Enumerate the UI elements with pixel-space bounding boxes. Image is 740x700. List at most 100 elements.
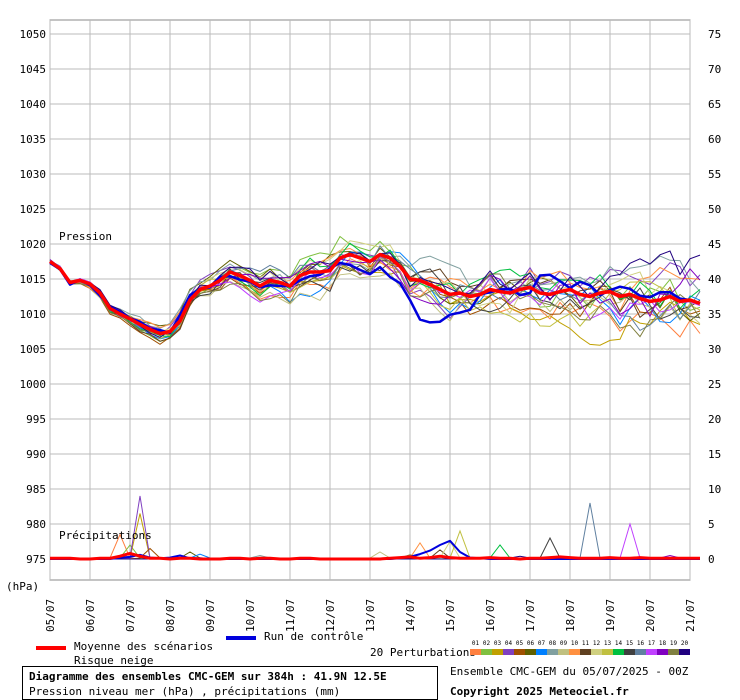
left-tick-label: 1000: [20, 378, 47, 391]
control-pressure-line: [49, 261, 701, 335]
perturbation-number: 08: [548, 640, 557, 647]
perturbation-4-precip: [50, 495, 700, 560]
right-tick-label: 50: [708, 203, 721, 216]
x-tick-label: 13/07: [364, 599, 377, 632]
x-tick-label: 14/07: [404, 599, 417, 632]
left-tick-label: 980: [26, 518, 46, 531]
left-tick-label: 995: [26, 413, 46, 426]
x-tick-label: 06/07: [84, 599, 97, 632]
perturbation-swatch: [492, 649, 503, 655]
right-tick-label: 10: [708, 483, 721, 496]
x-tick-label: 18/07: [564, 599, 577, 632]
left-tick-label: 1020: [20, 238, 47, 251]
x-tick-label: 17/07: [524, 599, 537, 632]
left-tick-label: 1005: [20, 343, 47, 356]
right-tick-label: 30: [708, 343, 721, 356]
right-tick-label: 0: [708, 553, 715, 566]
perturbation-number: 04: [504, 640, 513, 647]
perturbation-swatch: [668, 649, 679, 655]
perturbation-number: 05: [515, 640, 524, 647]
left-axis-unit-label: (hPa): [6, 580, 39, 593]
perturbation-swatch: [536, 649, 547, 655]
perturbation-swatch: [635, 649, 646, 655]
right-tick-label: 55: [708, 168, 721, 181]
perturbation-number: 18: [658, 640, 667, 647]
x-tick-label: 12/07: [324, 599, 337, 632]
right-tick-label: 65: [708, 98, 721, 111]
perturbation-swatch: [679, 649, 690, 655]
perturbation-swatch: [613, 649, 624, 655]
copyright: Copyright 2025 Meteociel.fr: [450, 685, 629, 698]
perturbation-number: 06: [526, 640, 535, 647]
legend-control: Run de contrôle: [226, 630, 363, 644]
footer-title: Diagramme des ensembles CMC-GEM sur 384h…: [29, 670, 387, 683]
x-tick-label: 10/07: [244, 599, 257, 632]
left-tick-label: 975: [26, 553, 46, 566]
run-info: Ensemble CMC-GEM du 05/07/2025 - 00Z: [450, 665, 689, 678]
perturbation-number: 14: [614, 640, 623, 647]
legend-mean: Moyenne des scénarios: [36, 640, 213, 654]
right-tick-label: 5: [708, 518, 715, 531]
right-tick-label: 20: [708, 413, 721, 426]
right-tick-label: 35: [708, 308, 721, 321]
ensemble-chart: 1050104510401035103010251020101510101005…: [6, 19, 721, 632]
perturbation-swatch: [646, 649, 657, 655]
perturbation-number: 01: [471, 640, 480, 647]
left-tick-label: 1045: [20, 63, 47, 76]
mean-swatch: [36, 646, 66, 650]
perturbation-number: 16: [636, 640, 645, 647]
perturbation-swatch: [514, 649, 525, 655]
legend-snow-label: Risque neige: [74, 654, 154, 667]
left-tick-label: 1025: [20, 203, 47, 216]
perturbation-swatch: [470, 649, 481, 655]
main-series-lines: [48, 252, 701, 561]
left-tick-label: 1015: [20, 273, 47, 286]
perturbation-19-pressure: [49, 255, 701, 338]
right-tick-label: 75: [708, 28, 721, 41]
control-swatch: [226, 636, 256, 640]
left-tick-label: 1010: [20, 308, 47, 321]
perturbation-number: 09: [559, 640, 568, 647]
legend-mean-label: Moyenne des scénarios: [74, 640, 214, 653]
right-tick-label: 45: [708, 238, 721, 251]
x-tick-label: 19/07: [604, 599, 617, 632]
left-tick-label: 1050: [20, 28, 47, 41]
perturbation-number: 20: [680, 640, 689, 647]
x-tick-label: 08/07: [164, 599, 177, 632]
perturbation-number: 12: [592, 640, 601, 647]
x-axis-ticks: 05/07 06/07 07/07 08/07 09/07 10/07 11/07 12/07…: [44, 599, 697, 632]
perturbation-swatch: [558, 649, 569, 655]
x-tick-label: 11/07: [284, 599, 297, 632]
perturbation-swatch: [580, 649, 591, 655]
left-tick-label: 985: [26, 483, 46, 496]
x-tick-label: 15/07: [444, 599, 457, 632]
mean-precip-line: [50, 551, 700, 561]
x-tick-label: 05/07: [44, 599, 57, 632]
perturbation-number: 10: [570, 640, 579, 647]
legend-perturbations-label: 20 Perturbations: [370, 646, 476, 659]
perturbation-swatch: [624, 649, 635, 655]
perturbation-swatch: [591, 649, 602, 655]
precip-annotation: Précipitations: [59, 529, 152, 542]
pressure-annotation: Pression: [59, 230, 112, 243]
perturbation-swatch: [525, 649, 536, 655]
x-tick-label: 16/07: [484, 599, 497, 632]
x-tick-label: 21/07: [684, 599, 697, 632]
perturbation-number: 02: [482, 640, 491, 647]
perturbation-number: 03: [493, 640, 502, 647]
right-tick-label: 60: [708, 133, 721, 146]
right-tick-label: 25: [708, 378, 721, 391]
left-axis-ticks: 1050 1045 1040 1035 1030 1025 1020 1015 1010 1005…: [20, 28, 47, 566]
x-tick-label: 20/07: [644, 599, 657, 632]
right-tick-label: 70: [708, 63, 721, 76]
perturbation-swatch: [503, 649, 514, 655]
perturbation-number: 11: [581, 640, 590, 647]
perturbation-lines: [49, 235, 701, 560]
perturbation-number: 17: [647, 640, 656, 647]
footer-subtitle: Pression niveau mer (hPa) , précipitatio…: [29, 685, 341, 698]
x-tick-label: 09/07: [204, 599, 217, 632]
left-tick-label: 990: [26, 448, 46, 461]
perturbation-swatch: [657, 649, 668, 655]
x-tick-label: 07/07: [124, 599, 137, 632]
